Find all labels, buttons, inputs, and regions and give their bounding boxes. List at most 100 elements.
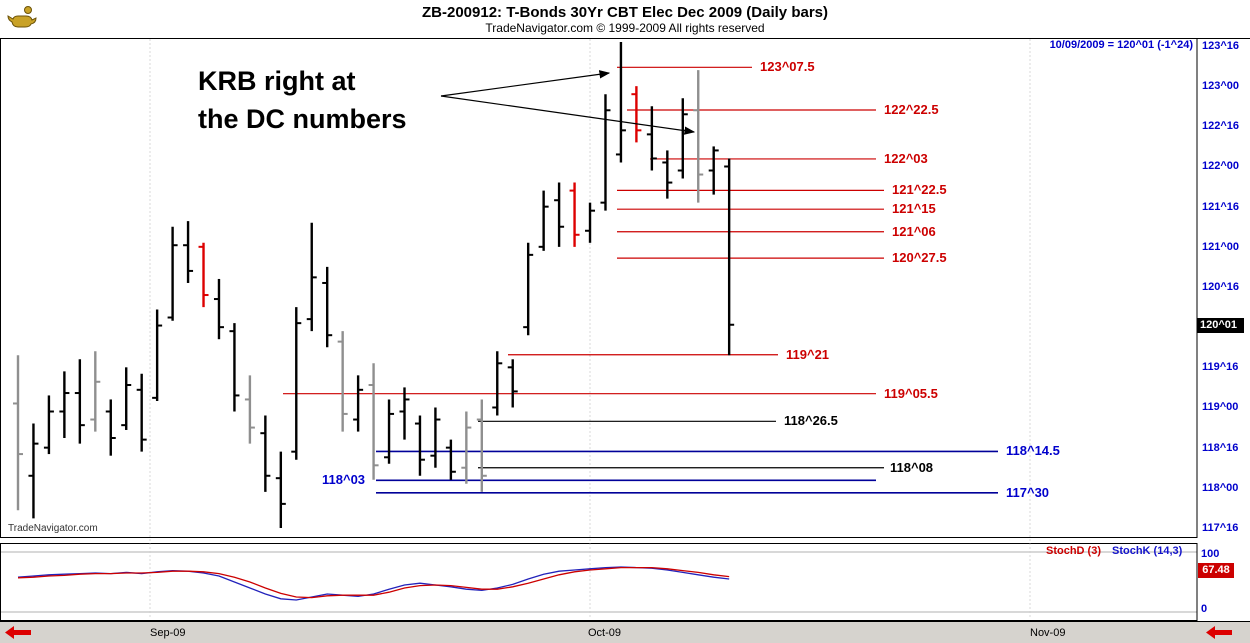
ohlc-bar xyxy=(368,363,379,480)
trade-navigator-logo-icon[interactable] xyxy=(6,2,38,39)
ohlc-bar xyxy=(631,86,642,143)
copyright-subtitle: TradeNavigator.com © 1999-2009 All right… xyxy=(485,21,765,35)
stoch-panel-border xyxy=(0,543,1198,621)
level-label: 118^26.5 xyxy=(784,413,838,429)
ohlc-bar xyxy=(28,423,39,519)
price-axis-label: 122^16 xyxy=(1202,120,1240,133)
month-label-sep: Sep-09 xyxy=(150,627,186,639)
level-label: 121^15 xyxy=(892,201,936,217)
level-label: 118^03 xyxy=(322,472,366,488)
ohlc-bar xyxy=(198,242,209,308)
ohlc-bar xyxy=(13,355,23,511)
ohlc-bar xyxy=(461,411,472,484)
level-label: 118^08 xyxy=(890,459,934,475)
level-label: 122^22.5 xyxy=(884,102,939,117)
ohlc-bar xyxy=(615,41,626,163)
price-axis-label: 119^16 xyxy=(1202,361,1239,374)
ohlc-bar xyxy=(213,278,224,340)
ohlc-bar xyxy=(384,399,395,464)
ohlc-bar xyxy=(507,359,518,408)
ohlc-bar xyxy=(167,226,178,321)
ohlc-bar xyxy=(399,387,410,440)
stoch-d-legend[interactable]: StochD (3) xyxy=(1046,545,1101,557)
trader-annotation-text: KRB right at the DC numbers xyxy=(198,62,407,138)
ohlc-bar xyxy=(600,94,611,211)
ohlc-bar xyxy=(322,266,333,348)
ohlc-bar xyxy=(353,375,364,432)
ohlc-bar xyxy=(708,146,719,195)
watermark-text: TradeNavigator.com xyxy=(8,523,98,534)
ohlc-bar xyxy=(183,221,194,283)
ohlc-bar xyxy=(105,399,116,456)
ohlc-bar xyxy=(337,331,348,432)
ohlc-bar xyxy=(677,98,688,179)
annotation-arrow xyxy=(440,70,611,97)
ohlc-bar xyxy=(523,242,534,336)
ohlc-bar xyxy=(569,182,580,247)
annotation-line-2: the DC numbers xyxy=(198,104,407,134)
main-panel-border xyxy=(0,38,1198,538)
stoch-axis-0: 0 xyxy=(1201,603,1208,615)
ohlc-bar xyxy=(90,351,101,432)
ohlc-bar xyxy=(430,407,441,468)
ohlc-bar xyxy=(121,367,132,430)
stoch-k-legend[interactable]: StochK (14,3) xyxy=(1112,545,1183,557)
ohlc-bar xyxy=(275,451,286,528)
price-axis-label: 118^00 xyxy=(1202,481,1239,494)
annotation-line-1: KRB right at xyxy=(198,66,356,96)
scroll-left-button[interactable] xyxy=(5,626,31,639)
price-axis-label: 122^00 xyxy=(1202,160,1240,173)
left-arrow-icon xyxy=(5,626,31,639)
price-axis-label: 121^16 xyxy=(1202,200,1240,213)
level-label: 119^21 xyxy=(786,346,830,362)
level-label: 120^27.5 xyxy=(892,250,947,266)
annotation-arrow xyxy=(440,95,696,135)
level-label: 123^07.5 xyxy=(760,59,815,75)
price-axis-label: 120^16 xyxy=(1202,280,1240,293)
price-axis-label: 117^16 xyxy=(1202,521,1239,534)
ohlc-bar xyxy=(74,359,85,444)
ohlc-bar xyxy=(646,106,657,171)
ohlc-bar xyxy=(136,373,147,452)
level-label: 122^03 xyxy=(884,150,928,166)
scroll-right-button[interactable] xyxy=(1206,626,1232,639)
ohlc-bar xyxy=(306,222,317,332)
ohlc-bar xyxy=(724,158,735,356)
price-axis-label: 118^16 xyxy=(1202,441,1239,454)
ohlc-bar xyxy=(291,307,302,460)
month-label-oct: Oct-09 xyxy=(588,627,622,639)
stoch-axis-100: 100 xyxy=(1201,548,1220,560)
chart-title: ZB-200912: T-Bonds 30Yr CBT Elec Dec 200… xyxy=(422,4,828,21)
level-label: 118^14.5 xyxy=(1006,443,1060,459)
price-axis-label: 119^00 xyxy=(1202,401,1239,414)
price-axis-label: 121^00 xyxy=(1202,240,1240,253)
price-axis-label: 123^16 xyxy=(1202,40,1240,52)
ohlc-bar xyxy=(43,395,54,455)
level-label: 121^06 xyxy=(892,223,936,239)
ohlc-bar xyxy=(538,190,549,251)
ohlc-bar xyxy=(229,323,240,412)
level-label: 117^30 xyxy=(1006,484,1050,500)
stoch-value-badge: 67.48 xyxy=(1198,563,1234,578)
stoch-d-line xyxy=(17,566,730,599)
ohlc-bar xyxy=(59,371,70,439)
ohlc-bar xyxy=(152,309,163,402)
ohlc-bar xyxy=(585,202,596,243)
ohlc-bar xyxy=(492,351,503,416)
ohlc-bar xyxy=(693,70,704,203)
cursor-date-price-readout: 10/09/2009 = 120^01 (-1^24) xyxy=(1049,39,1193,51)
ohlc-bar xyxy=(554,182,565,247)
ohlc-bar xyxy=(244,375,255,444)
time-axis-strip: Sep-09 Oct-09 Nov-09 xyxy=(0,621,1250,643)
ohlc-bar xyxy=(476,399,487,492)
level-label: 121^22.5 xyxy=(892,182,947,198)
ohlc-bar xyxy=(260,415,271,492)
ohlc-bar xyxy=(414,415,425,476)
left-arrow-icon xyxy=(1206,626,1232,639)
ohlc-bar xyxy=(445,439,456,480)
level-label: 119^05.5 xyxy=(884,385,938,401)
last-price-badge: 120^01 xyxy=(1197,317,1244,333)
month-label-nov: Nov-09 xyxy=(1030,627,1066,639)
